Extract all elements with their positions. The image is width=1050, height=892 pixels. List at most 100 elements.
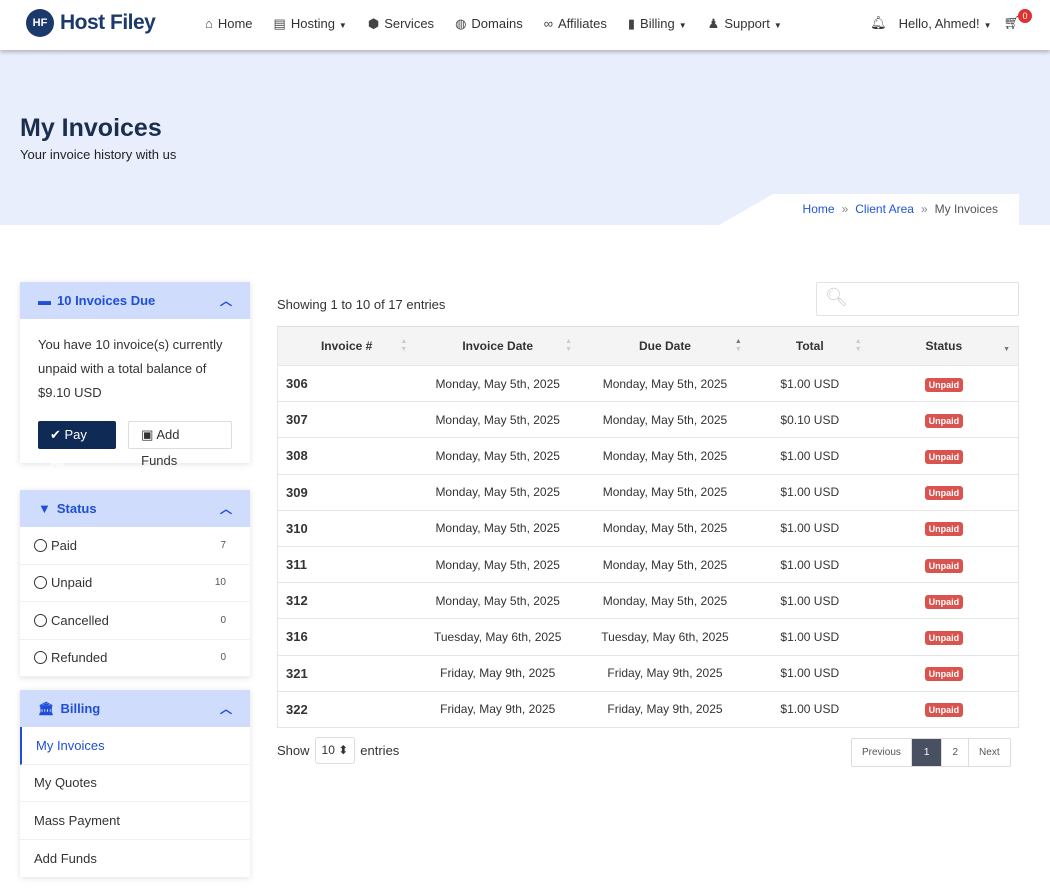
cell-text: 306 [286, 376, 308, 392]
pagination: Previous 1 2 Next [851, 738, 1011, 767]
page-title: My Invoices [20, 114, 162, 142]
chevron-up-icon[interactable]: ︿ [219, 502, 232, 516]
breadcrumb-client-area[interactable]: Client Area [855, 202, 914, 216]
table-row[interactable]: 308 Monday, May 5th, 2025 Monday, May 5th,… [277, 437, 1019, 475]
entries-label: entries [360, 743, 400, 758]
table-row[interactable]: 306 Monday, May 5th, 2025 Monday, May 5th,… [277, 364, 1019, 402]
cell-text: Monday, May 5th, 2025 [602, 593, 728, 608]
status-badge: Unpaid [924, 413, 964, 428]
column-label: Status [925, 339, 963, 353]
sort-icon[interactable]: ▲ ▼ [565, 338, 573, 353]
page-1[interactable]: 1 [911, 739, 943, 766]
billing-item[interactable]: My Quotes [20, 765, 250, 802]
invoice-number[interactable]: 309 [277, 473, 416, 511]
column-header[interactable]: Total ▲ ▼ [749, 326, 870, 366]
status-filter-unpaid[interactable]: Unpaid 10 [20, 565, 250, 602]
user-menu[interactable]: Hello, Ahmed! ▼ [898, 15, 992, 31]
table-row[interactable]: 322 Friday, May 9th, 2025 Friday, May 9th,… [277, 690, 1019, 728]
billing-item[interactable]: Mass Payment [20, 802, 250, 840]
invoice-number[interactable]: 310 [277, 509, 416, 547]
invoice-number[interactable]: 306 [277, 364, 416, 402]
table-row[interactable]: 316 Tuesday, May 6th, 2025 Tuesday, May 6t… [277, 618, 1019, 655]
billing-header[interactable]: 🏛︎ Billing ︿ [20, 690, 250, 727]
sort-icon[interactable]: ▲ ▼ [734, 338, 742, 353]
cell-text: 312 [286, 593, 308, 609]
bell-icon[interactable]: 🔔︎ [870, 15, 887, 30]
invoice-number[interactable]: 312 [277, 582, 416, 619]
sort-icon[interactable]: ▼ [1003, 346, 1010, 353]
radio-icon[interactable] [34, 651, 47, 665]
nav-services[interactable]: ⬢ Services [368, 16, 434, 32]
table-row[interactable]: 307 Monday, May 5th, 2025 Monday, May 5th,… [277, 401, 1019, 438]
status: Unpaid [869, 473, 1019, 511]
table-row[interactable]: 310 Monday, May 5th, 2025 Monday, May 5th,… [277, 509, 1019, 547]
chevron-up-icon[interactable]: ︿ [219, 294, 232, 308]
billing-item[interactable]: My Invoices [20, 727, 250, 765]
nav-home[interactable]: ⌂ Home [205, 16, 253, 32]
invoices-due-panel: ▬ 10 Invoices Due ︿ You have 10 invoice(s)… [20, 282, 250, 470]
status-header[interactable]: ▼ Status ︿ [20, 490, 250, 527]
invoice-number[interactable]: 307 [277, 401, 416, 438]
invoice-number[interactable]: 322 [277, 690, 416, 728]
page-previous[interactable]: Previous [852, 739, 912, 766]
page-next[interactable]: Next [979, 747, 1000, 758]
status-filter-cancelled[interactable]: Cancelled 0 [20, 602, 250, 640]
pay-all-button[interactable]: ✔ Pay All [38, 421, 117, 470]
nav-affiliates[interactable]: ∞ Affiliates [544, 16, 607, 32]
column-header[interactable]: Status ▼ [869, 326, 1019, 366]
nav-billing[interactable]: ▮ Billing ▼ [628, 16, 687, 32]
cell-text: Monday, May 5th, 2025 [602, 557, 728, 572]
status-filter-paid[interactable]: Paid 7 [20, 527, 250, 565]
invoice-date: Monday, May 5th, 2025 [415, 582, 581, 619]
due-date: Monday, May 5th, 2025 [580, 509, 750, 547]
invoice-number[interactable]: 316 [277, 618, 416, 655]
status: Unpaid [869, 690, 1019, 728]
table-row[interactable]: 311 Monday, May 5th, 2025 Monday, May 5th,… [277, 545, 1019, 583]
radio-icon[interactable] [34, 613, 47, 627]
breadcrumb-home[interactable]: Home [802, 202, 835, 216]
invoice-number[interactable]: 308 [277, 437, 416, 475]
logo[interactable]: HF Host Filey [26, 9, 156, 37]
cart-button[interactable]: 🛒︎ 0 [1003, 9, 1032, 31]
radio-icon[interactable] [34, 576, 47, 590]
invoice-number[interactable]: 311 [277, 545, 416, 583]
status: Unpaid [869, 509, 1019, 547]
invoices-due-header[interactable]: ▬ 10 Invoices Due ︿ [20, 282, 250, 319]
billing-item[interactable]: Add Funds [34, 850, 97, 866]
column-header[interactable]: Invoice # ▲ ▼ [277, 326, 416, 366]
table-row[interactable]: 309 Monday, May 5th, 2025 Monday, May 5th,… [277, 473, 1019, 511]
column-header[interactable]: Due Date ▲ ▼ [580, 326, 750, 366]
table-row[interactable]: 312 Monday, May 5th, 2025 Monday, May 5th,… [277, 582, 1019, 619]
column-header[interactable]: Invoice Date ▲ ▼ [415, 326, 581, 366]
table-row[interactable]: 321 Friday, May 9th, 2025 Friday, May 9th,… [277, 654, 1019, 692]
cell-text: Friday, May 9th, 2025 [440, 702, 556, 717]
cell-text: Monday, May 5th, 2025 [602, 376, 728, 391]
panel-title: 10 Invoices Due [57, 293, 156, 308]
cell-text: Monday, May 5th, 2025 [602, 485, 728, 500]
status-badge: Unpaid [924, 486, 964, 501]
invoice-number[interactable]: 321 [277, 654, 416, 692]
page-subtitle: Your invoice history with us [20, 147, 177, 162]
add-funds-button[interactable]: ▣ Add Funds [128, 421, 232, 468]
chevron-up-icon[interactable]: ︿ [219, 702, 232, 716]
caret-down-icon: ▼ [338, 21, 347, 30]
status-badge: Unpaid [924, 667, 964, 682]
status-count: 7 [220, 539, 226, 551]
invoice-date: Monday, May 5th, 2025 [415, 401, 581, 438]
cell-text: Monday, May 5th, 2025 [602, 521, 728, 536]
nav-domains[interactable]: ◍ Domains [455, 16, 523, 32]
search-input[interactable]: 🔍︎ [816, 282, 1019, 316]
status-filter-refunded[interactable]: Refunded 0 [20, 640, 250, 677]
page-2[interactable]: 2 [942, 739, 970, 766]
main-menu: ⌂ Home ▤ Hosting ▼ ⬢ Services ◍ Domains ∞ Affiliat… [205, 16, 782, 32]
nav-label: Hosting [290, 16, 335, 31]
cell-text: 321 [286, 665, 308, 681]
invoice-date: Monday, May 5th, 2025 [415, 473, 581, 511]
nav-hosting[interactable]: ▤ Hosting ▼ [274, 16, 347, 32]
sort-icon[interactable]: ▲ ▼ [854, 338, 862, 353]
radio-icon[interactable] [34, 538, 47, 552]
nav-support[interactable]: ♟ Support ▼ [708, 16, 782, 32]
sort-icon[interactable]: ▲ ▼ [400, 338, 408, 353]
logo-mark: HF [26, 9, 54, 37]
page-size-select[interactable]: 10 ⬍ [314, 737, 356, 764]
